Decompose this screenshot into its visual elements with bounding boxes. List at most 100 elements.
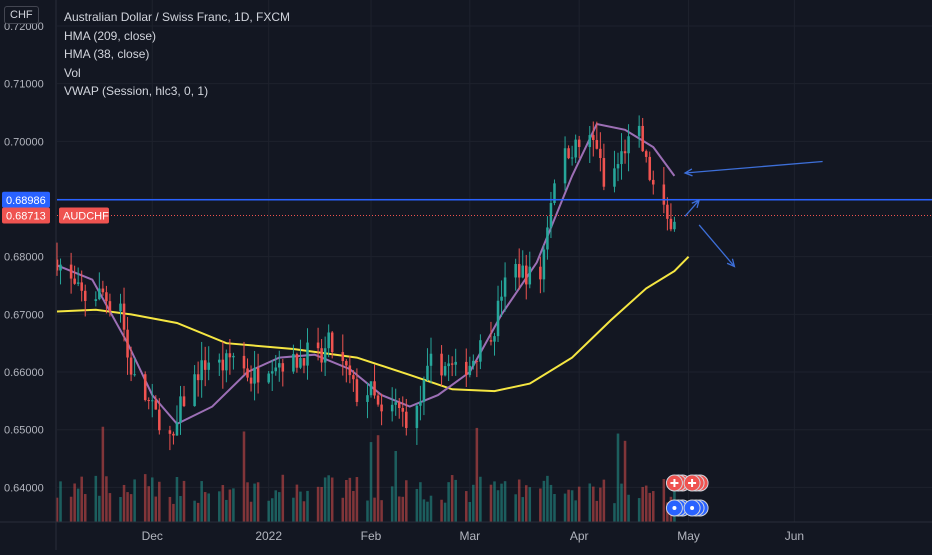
volume-bar	[246, 482, 249, 522]
volume-bar	[218, 491, 221, 522]
arrow-drawing-c-head	[726, 258, 736, 268]
candle-body	[253, 367, 256, 384]
last-price-tag-bg	[2, 207, 50, 224]
candle-body	[218, 359, 221, 363]
volume-bar	[80, 476, 83, 522]
volume-bar	[196, 502, 200, 522]
candle-body	[119, 303, 122, 312]
arrow-drawing-b[interactable]	[684, 199, 700, 217]
volume-bar	[175, 476, 179, 522]
candle-body	[521, 265, 524, 278]
candle-body	[327, 332, 330, 349]
candle-body	[489, 340, 493, 342]
volume-bar	[98, 495, 101, 522]
candle-body	[203, 360, 207, 370]
volume-bar	[193, 500, 196, 522]
symbol-tag-bg	[59, 207, 109, 224]
candle-body	[69, 264, 73, 279]
volume-bar	[242, 431, 246, 522]
y-tick-label: 0.70000	[4, 136, 44, 148]
candle-body	[574, 139, 577, 158]
candle-body	[193, 374, 196, 407]
volume-bar	[122, 484, 126, 522]
volume-bar	[440, 499, 443, 522]
volume-bar	[447, 482, 450, 522]
chart-title[interactable]: Australian Dollar / Swiss Franc, 1D, FXC…	[64, 10, 291, 24]
candle-body	[105, 292, 108, 302]
candle-body	[524, 265, 528, 285]
volume-bar	[592, 486, 595, 522]
candle-body	[306, 342, 309, 366]
volume-bar	[221, 485, 225, 522]
volume-bar	[376, 435, 380, 522]
volume-bar	[468, 502, 472, 522]
candle-body	[616, 164, 620, 169]
legend-hma209[interactable]: HMA (209, close)	[64, 28, 157, 43]
candle-body	[563, 148, 567, 184]
legend-vwap[interactable]: VWAP (Session, hlc3, 0, 1)	[64, 84, 209, 98]
y-tick-label: 0.65000	[4, 425, 44, 437]
volume-bar	[270, 498, 274, 522]
symbol-tag: AUDCHF	[63, 211, 109, 223]
volume-bar	[228, 489, 232, 522]
candle-body	[323, 348, 327, 363]
volume-bar	[588, 483, 592, 522]
volume-bar	[373, 497, 376, 522]
legend-hma38[interactable]: HMA (38, close)	[64, 47, 150, 61]
volume-bar	[401, 496, 405, 522]
candle-body	[196, 374, 200, 381]
candle-body	[644, 151, 648, 157]
candle-body	[620, 151, 623, 165]
candle-body	[73, 278, 76, 284]
candle-body	[422, 380, 426, 402]
legend-volume[interactable]: Vol	[64, 65, 81, 80]
candle-body	[405, 411, 408, 428]
volume-bar	[108, 493, 112, 522]
candle-body	[623, 151, 627, 154]
candle-body	[380, 404, 383, 412]
candle-body	[669, 218, 673, 230]
volume-bar	[341, 497, 345, 522]
candle-body	[369, 381, 373, 396]
candle-body	[341, 352, 345, 362]
event-icons[interactable]	[665, 474, 709, 517]
candle-body	[577, 139, 581, 148]
candle-body	[479, 340, 482, 362]
drawings[interactable]	[57, 160, 932, 268]
candle-body	[570, 157, 574, 159]
candle-body	[514, 264, 517, 278]
volume-bar	[172, 503, 175, 522]
candle-body	[129, 357, 133, 375]
candle-body	[299, 358, 302, 368]
candle-body	[666, 204, 669, 219]
volume-bar	[352, 490, 355, 522]
star-icon	[690, 506, 695, 510]
arrow-drawing-c[interactable]	[698, 224, 735, 267]
candle-body	[256, 367, 260, 383]
candle-body	[147, 400, 151, 402]
x-tick-label: Jun	[785, 529, 804, 543]
volume-bar	[316, 486, 320, 522]
arrow-drawing-a[interactable]	[684, 160, 823, 174]
volume-bar	[119, 497, 122, 522]
volume-bar	[419, 482, 422, 522]
candle-body	[182, 396, 186, 407]
candle-body	[232, 355, 235, 358]
hline-price-tag-bg	[2, 191, 50, 208]
volume-bar	[415, 488, 419, 522]
candle-body	[59, 264, 62, 271]
candle-body	[613, 168, 616, 187]
volume-bar	[644, 485, 648, 522]
candle-body	[673, 221, 676, 230]
volume-bar	[299, 491, 302, 522]
volume-bar	[465, 491, 468, 522]
volume-bar	[369, 442, 373, 522]
candle-body	[143, 374, 147, 401]
currency-badge[interactable]: CHF	[4, 6, 39, 24]
y-tick-label: 0.66000	[4, 367, 44, 379]
volume-bar	[397, 496, 401, 522]
candle-body	[493, 336, 496, 342]
x-tick-label: May	[677, 529, 700, 543]
